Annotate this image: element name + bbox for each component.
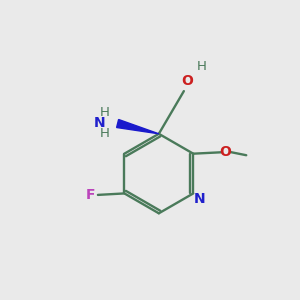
Text: N: N <box>94 116 106 130</box>
Text: H: H <box>99 127 109 140</box>
Polygon shape <box>117 119 159 134</box>
Text: N: N <box>194 192 206 206</box>
Text: H: H <box>99 106 109 119</box>
Text: O: O <box>182 74 193 88</box>
Text: H: H <box>197 61 207 74</box>
Text: O: O <box>220 145 232 159</box>
Text: F: F <box>86 188 95 203</box>
